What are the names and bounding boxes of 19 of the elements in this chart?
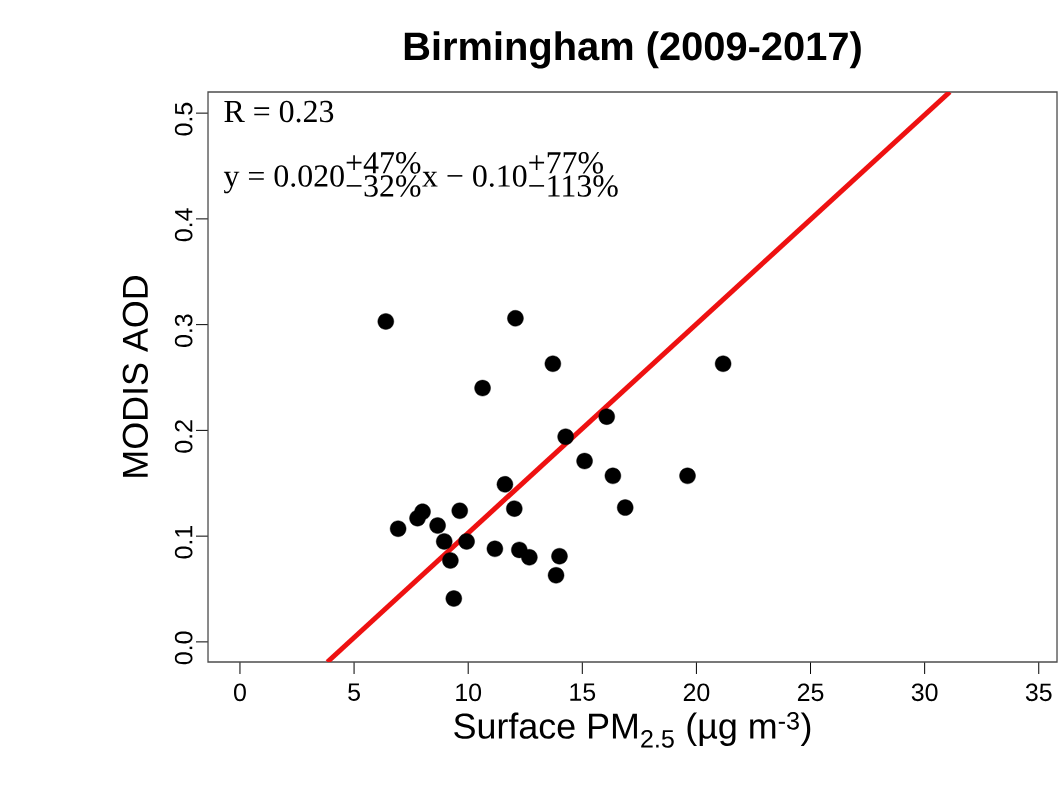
x-tick-label: 0 [234,683,246,702]
y-tick-label: 0.5 [174,102,193,136]
chart-title: Birmingham (2009-2017) [404,31,861,69]
y-axis-title: MODIS AOD [122,276,149,477]
x-tick-label: 5 [348,683,360,701]
x-tick-label: 25 [797,683,824,702]
x-tick-label: 35 [1025,683,1052,702]
y-tick-label: 0.2 [174,420,193,453]
x-axis-title: Surface PM$_{2.5}$ (µg m$^{-3}$) [454,711,811,748]
y-tick-label: 0.1 [174,526,193,559]
x-tick-label: 15 [570,683,596,701]
y-tick-label: 0.4 [174,208,193,242]
x-tick-label: 20 [683,683,710,702]
y-tick-label: 0.3 [174,314,193,347]
x-tick-label: 10 [456,683,482,702]
annotation: R = 0.23 [224,100,334,123]
x-tick-label: 30 [911,683,938,702]
y-tick-label: 0.0 [174,631,193,665]
annotation: $\mbox{y = 0.020}^{\mbox{+47\%}}_{\mbox{−32\%}}\mbox{x − 0.10}^{\mbox{+77\%}}_{\mbox{−113\%}}$ [223,152,618,197]
